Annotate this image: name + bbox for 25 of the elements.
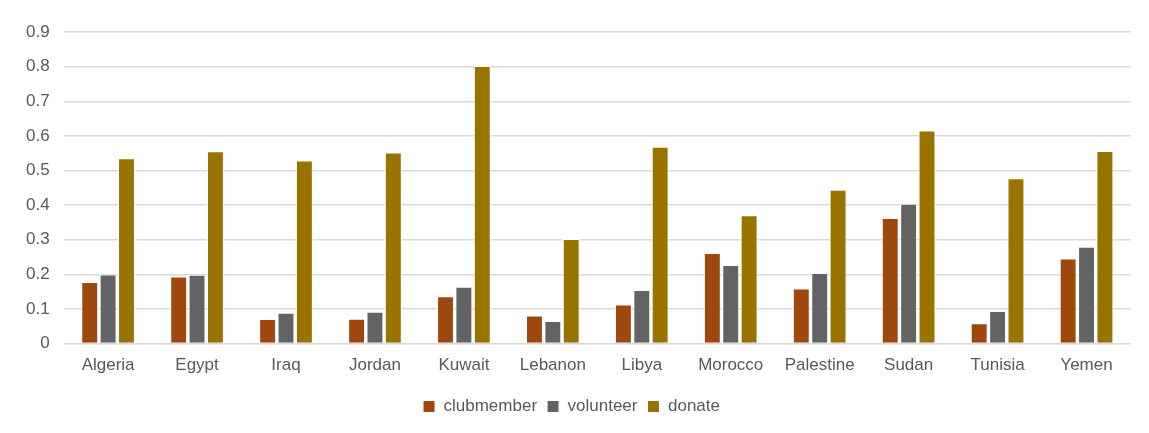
y-tick-label: 0.9 bbox=[25, 21, 50, 41]
y-tick-label: 0.8 bbox=[25, 56, 50, 76]
x-tick-label: Yemen bbox=[1060, 355, 1113, 375]
x-tick-label: Palestine bbox=[784, 355, 855, 375]
x-tick-label: Jordan bbox=[348, 355, 401, 375]
y-tick-label: 0.6 bbox=[25, 125, 50, 145]
x-tick-label: Iraq bbox=[271, 355, 301, 375]
x-tick-label: Tunisia bbox=[970, 355, 1026, 375]
x-tick-label: Morocco bbox=[698, 355, 764, 375]
x-tick-label: Egypt bbox=[175, 355, 220, 375]
y-tick-label: 0.5 bbox=[25, 160, 50, 180]
x-tick-label: Libya bbox=[621, 355, 663, 375]
x-tick-label: Lebanon bbox=[519, 355, 586, 375]
y-tick-label: 0 bbox=[40, 333, 50, 353]
y-tick-label: 0.7 bbox=[25, 91, 50, 111]
x-tick-label: Sudan bbox=[884, 355, 934, 375]
legend-label: volunteer bbox=[567, 396, 638, 416]
y-tick-label: 0.1 bbox=[25, 298, 50, 318]
y-tick-label: 0.4 bbox=[25, 194, 50, 214]
x-tick-label: Algeria bbox=[81, 355, 136, 375]
legend-label: donate bbox=[667, 396, 720, 416]
x-tick-label: Kuwait bbox=[438, 355, 490, 375]
y-tick-label: 0.3 bbox=[25, 229, 50, 249]
y-tick-label: 0.2 bbox=[25, 264, 50, 284]
legend-label: clubmember bbox=[443, 396, 538, 416]
